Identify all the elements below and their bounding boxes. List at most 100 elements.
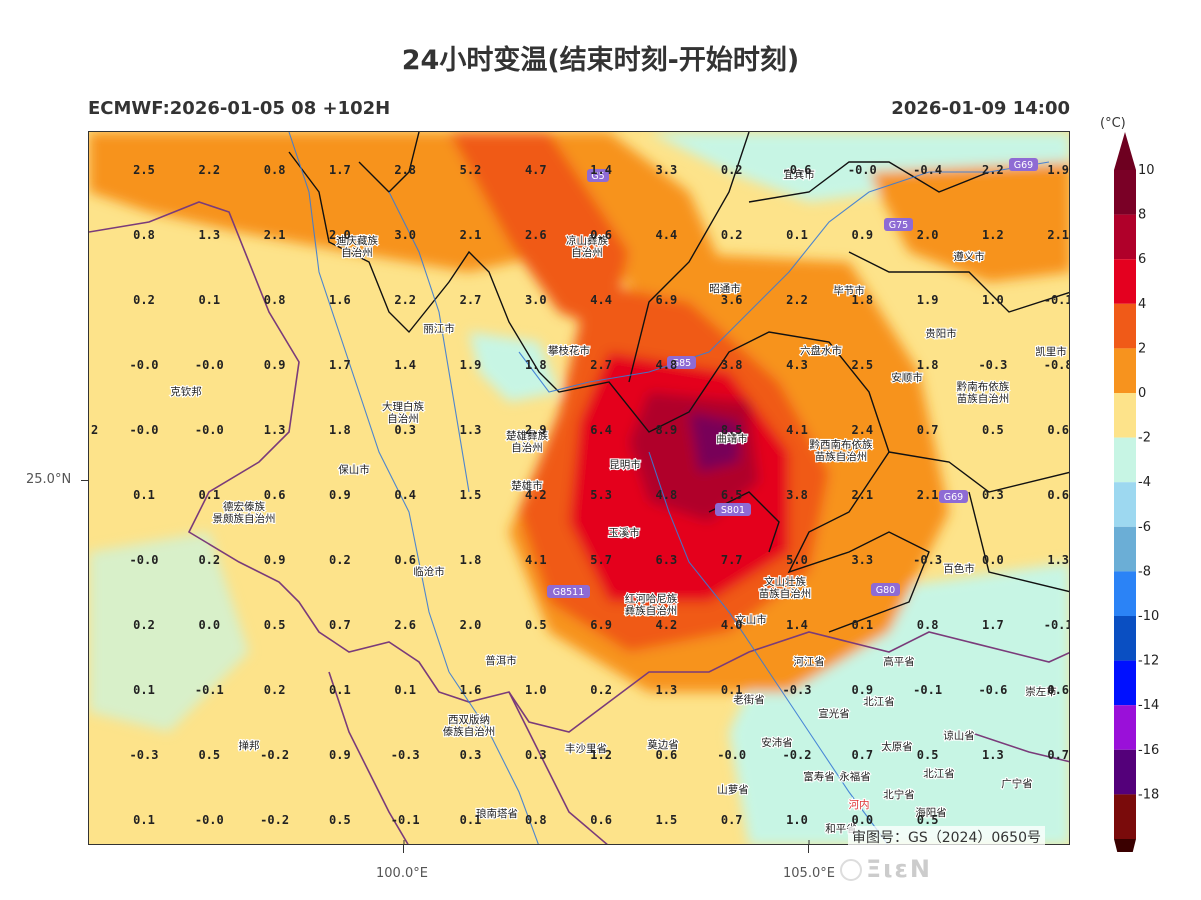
- road-badge: G75: [889, 220, 908, 231]
- road-badge: G85: [672, 358, 691, 369]
- station-value: 1.0: [982, 293, 1004, 307]
- station-value: 0.3: [460, 748, 482, 762]
- station-value: 2.1: [851, 488, 873, 502]
- place-label: 掸邦: [239, 739, 260, 752]
- place-label: 黔西南布依族苗族自治州: [810, 438, 873, 463]
- station-value: 2.5: [133, 163, 155, 177]
- place-label: 琅南塔省: [476, 807, 518, 820]
- colorbar-bottom-arrow: [1114, 839, 1136, 852]
- station-value: -0.1: [195, 683, 224, 697]
- place-label: 谅山省: [943, 729, 975, 742]
- place-label: 崇左市: [1025, 685, 1057, 698]
- station-value: 0.9: [851, 683, 873, 697]
- place-label: 宜宾市: [783, 168, 815, 181]
- station-value: 0.9: [264, 358, 286, 372]
- station-value: 0.9: [329, 488, 351, 502]
- colorbar-unit: (°C): [1100, 116, 1126, 131]
- place-label: 河内: [849, 798, 870, 811]
- place-label: 遵义市: [953, 250, 985, 263]
- place-label: 曲靖市: [716, 432, 748, 445]
- chart-title: 24小时变温(结束时刻-开始时刻): [401, 45, 800, 76]
- place-label: 凉山彝族自治州: [566, 234, 608, 259]
- place-label: 百色市: [943, 562, 975, 575]
- station-value: 6.5: [721, 488, 743, 502]
- station-value: -0.2: [260, 813, 289, 827]
- place-label: 凯里市: [1035, 345, 1067, 358]
- station-value: 0.2: [198, 553, 220, 567]
- station-value: 2.9: [525, 423, 547, 437]
- station-value: 1.9: [917, 293, 939, 307]
- station-value: 1.0: [786, 813, 808, 827]
- place-label: 安沛省: [761, 736, 793, 749]
- station-value: -0.1: [1044, 618, 1070, 632]
- station-value: 3.8: [721, 358, 743, 372]
- place-label: 奠边省: [647, 738, 679, 751]
- x-tick-mark-105: [808, 845, 809, 853]
- colorbar-tick-label: 2: [1138, 341, 1146, 356]
- station-value: 4.8: [656, 358, 678, 372]
- place-label: 毕节市: [833, 284, 865, 297]
- station-value: 0.7: [917, 423, 939, 437]
- x-tick-mark-100: [403, 845, 404, 853]
- colorbar-top-arrow: [1114, 132, 1136, 170]
- place-label: 丰沙里省: [565, 742, 607, 755]
- station-value: 1.3: [1047, 553, 1069, 567]
- colorbar-segment: [1114, 259, 1136, 304]
- place-label: 广宁省: [1001, 777, 1033, 790]
- station-value: 1.6: [460, 683, 482, 697]
- model-run-label: ECMWF:2026-01-05 08 +102H: [88, 98, 391, 119]
- station-value: 2.2: [982, 163, 1004, 177]
- road-badge: G8511: [553, 587, 585, 598]
- station-value: 0.2: [133, 618, 155, 632]
- station-value: 5.2: [460, 163, 482, 177]
- station-value: 2.5: [851, 358, 873, 372]
- colorbar-tick-label: -14: [1138, 698, 1159, 713]
- logo-text: ΞιεΝ: [866, 855, 932, 883]
- colorbar-segment: [1114, 660, 1136, 706]
- station-value: 1.5: [656, 813, 678, 827]
- colorbar-segment: [1114, 571, 1136, 616]
- station-value: -0.0: [195, 358, 224, 372]
- colorbar-segment: [1114, 303, 1136, 349]
- map-approval-watermark: 审图号：GS（2024）0650号: [848, 826, 1045, 848]
- station-value: 8.5: [721, 423, 743, 437]
- station-value: -0.4: [913, 163, 942, 177]
- station-value: 0.1: [133, 488, 155, 502]
- place-label: 大理白族自治州: [382, 400, 424, 425]
- station-value: 0.1: [198, 293, 220, 307]
- station-values: 2.5 2.2 0.8 1.7 2.8 5.2 4.7 1.4 3.3 0.2 -0.6 -0.0 -0…: [91, 163, 1070, 827]
- temperature-change-map[interactable]: 迪庆藏族自治州 凉山彝族自治州 丽江市 攀枝花市 昭通市 毕节市 遵义市 宜宾市 贵阳市 六盘水市…: [88, 131, 1070, 845]
- road-badge-bg: [667, 356, 696, 369]
- colorbar-tick-label: -8: [1138, 564, 1151, 579]
- station-value: 0.1: [851, 618, 873, 632]
- station-value: 1.8: [460, 553, 482, 567]
- place-label: 北江省: [923, 767, 955, 780]
- station-value: 4.0: [721, 618, 743, 632]
- colorbar-tick-label: -6: [1138, 520, 1151, 535]
- x-tick-100e: 100.0°E: [376, 866, 428, 881]
- place-label: 西双版纳傣族自治州: [443, 713, 496, 738]
- station-value: 0.1: [786, 228, 808, 242]
- station-value: -0.3: [978, 358, 1007, 372]
- station-value: -0.2: [260, 748, 289, 762]
- place-label: 宣光省: [818, 707, 850, 720]
- station-value: 0.6: [394, 553, 416, 567]
- place-label: 攀枝花市: [548, 344, 590, 357]
- station-value: 1.4: [590, 163, 612, 177]
- place-label: 山萝省: [717, 783, 749, 796]
- station-value: -0.0: [130, 553, 159, 567]
- station-value: 0.6: [1047, 683, 1069, 697]
- station-value: 0.9: [851, 228, 873, 242]
- station-value: 6.9: [590, 618, 612, 632]
- road-badge-bg: [1009, 158, 1038, 171]
- station-value: 0.1: [329, 683, 351, 697]
- station-value: 1.6: [329, 293, 351, 307]
- station-value: 0.9: [264, 553, 286, 567]
- station-value: 2.0: [460, 618, 482, 632]
- x-tick-105e: 105.0°E: [783, 866, 835, 881]
- station-value: 0.7: [851, 748, 873, 762]
- station-value: 0.1: [460, 813, 482, 827]
- y-tick-25n: 25.0°N: [26, 472, 72, 487]
